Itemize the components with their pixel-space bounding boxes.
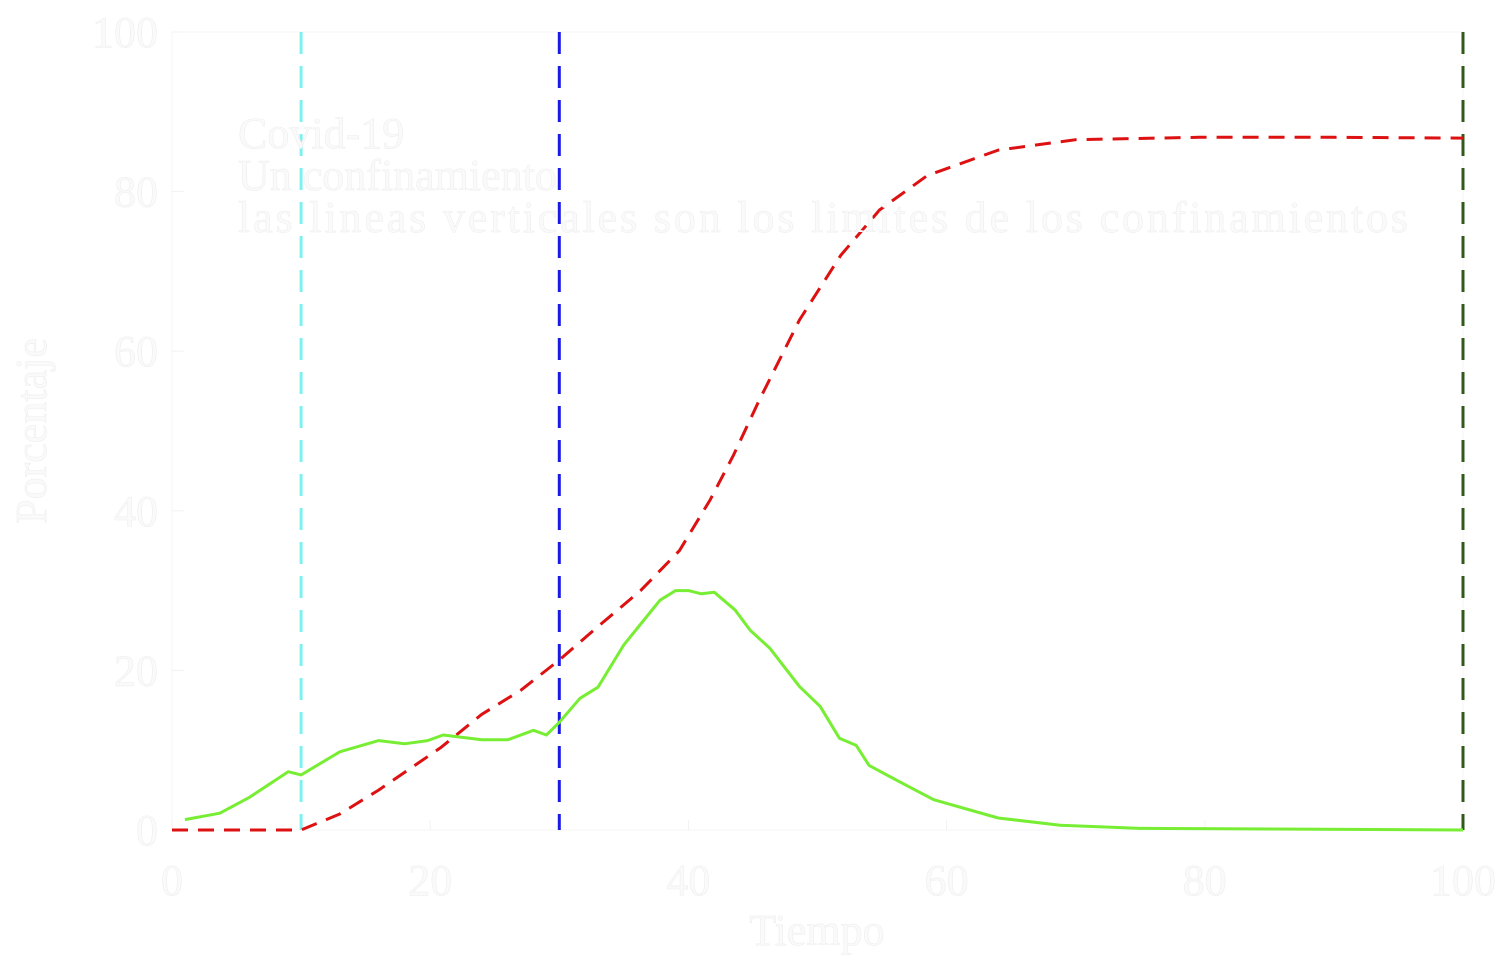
- x-tick-label: 0: [161, 856, 183, 905]
- annotation-note: las lineas verticales son los limites de…: [238, 193, 1408, 242]
- x-tick-label: 40: [666, 856, 710, 905]
- y-tick-label: 60: [114, 327, 158, 376]
- x-axis-label: Tiempo: [749, 906, 884, 955]
- x-tick-label: 20: [408, 856, 452, 905]
- annotation-subtitle: Un confinamiento: [238, 151, 557, 200]
- y-tick-label: 0: [136, 806, 158, 855]
- y-tick-label: 40: [114, 487, 158, 536]
- x-tick-label: 80: [1183, 856, 1227, 905]
- annotation-title: Covid-19: [238, 109, 404, 158]
- x-tick-label: 60: [925, 856, 969, 905]
- plot-frame: [171, 31, 1464, 831]
- x-tick-label: 100: [1430, 856, 1496, 905]
- y-tick-label: 100: [92, 8, 158, 57]
- series-cumulative-line: [172, 135, 1464, 832]
- y-tick-label: 20: [114, 646, 158, 695]
- y-tick-label: 80: [114, 168, 158, 217]
- y-axis-label: Porcentaje: [7, 338, 56, 524]
- series-active-line: [184, 589, 1464, 832]
- axes: [171, 31, 1464, 831]
